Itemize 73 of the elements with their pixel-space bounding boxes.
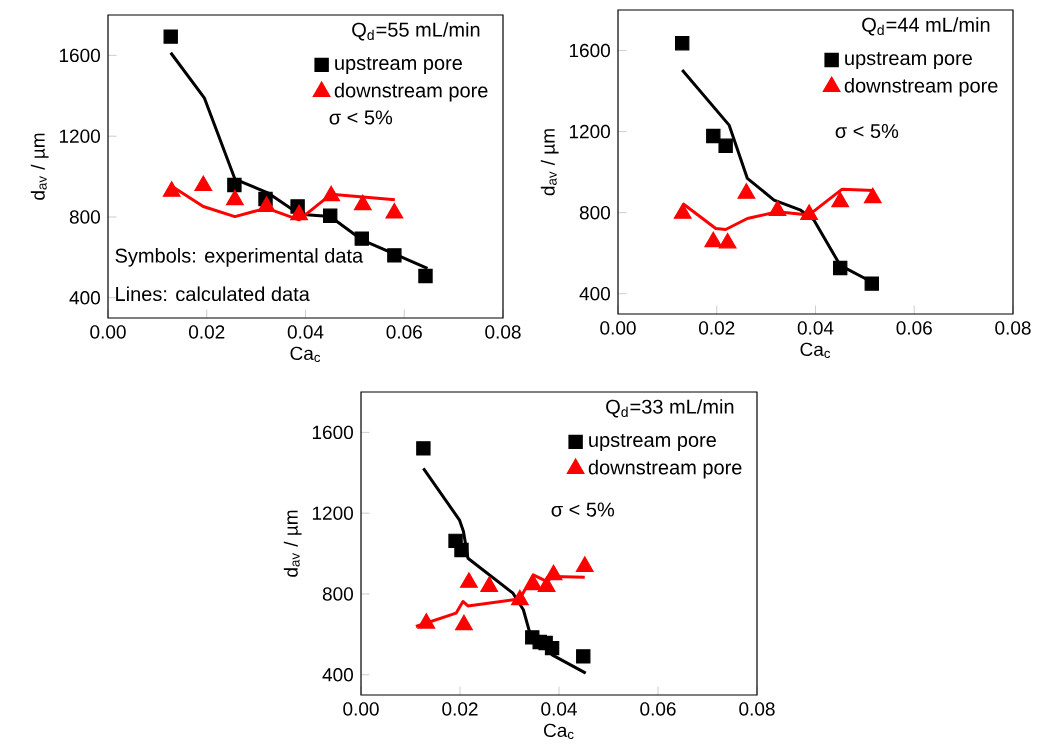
point [385,202,404,219]
y-tick-label: 1600 [59,48,100,63]
x-axis-title: Ca$_{c}$ [290,346,321,363]
legend-label: upstream pore [589,433,716,451]
x-tick-label: 0.00 [343,702,379,716]
x-tick-label: 0.06 [386,325,422,339]
annotation: Q$_{d}$=44 mL/min [862,17,990,36]
point [718,232,737,249]
y-tick-label: 400 [69,291,100,305]
y-axis-title: d$_{av}$ / µm [540,129,559,196]
y-tick-label: 800 [69,210,100,224]
x-axis-title: Ca$_{c}$ [544,723,574,740]
x-tick-label: 0.04 [797,321,834,335]
annotation: Q$_{d}$=33 mL/min [606,399,734,418]
point [737,183,756,199]
point [704,231,723,248]
point [194,175,213,192]
x-tick-label: 0.02 [442,702,478,716]
annotation: Q$_{d}$=55 mL/min [352,22,480,41]
point [863,187,882,204]
point [675,36,690,51]
point [800,204,818,220]
annotation: Lines: calculated data [116,286,310,302]
point [322,208,338,223]
x-tick-label: 0.08 [995,321,1031,335]
x-tick-label: 0.02 [699,321,735,335]
annotation: Symbols: experimental data [115,248,364,267]
y-tick-label: 400 [579,286,610,301]
x-tick-label: 0.04 [287,325,324,339]
y-axis-title: d$_{av}$ / µm [30,133,49,200]
point [322,185,341,202]
point [290,204,308,221]
legend-label: upstream pore [335,56,462,74]
x-tick-label: 0.04 [541,702,577,716]
point [353,194,372,211]
annotation: σ < 5% [835,124,899,139]
point [831,191,850,208]
line-series [421,466,588,675]
x-tick-label: 0.02 [189,325,225,339]
point [162,181,181,197]
point [387,248,402,263]
point [257,196,276,212]
legend-label: downstream pore [844,77,998,97]
point [673,203,692,219]
point [163,29,178,44]
x-tick-label: 0.08 [485,325,521,339]
y-tick-label: 800 [579,205,610,220]
x-axis-title: Ca$_{c}$ [800,342,831,359]
point [706,128,721,144]
y-tick-label: 1200 [312,506,353,520]
annotation: σ < 5% [551,502,615,517]
point [718,138,733,153]
x-tick-label: 0.00 [600,321,636,335]
y-tick-label: 400 [322,668,353,682]
point [418,268,433,284]
y-tick-label: 1200 [59,129,100,143]
y-tick-label: 800 [322,587,353,601]
y-tick-label: 1200 [569,124,610,139]
legend-label: upstream pore [845,52,972,70]
legend-label: downstream pore [334,82,488,102]
point [227,177,242,193]
point [768,200,787,217]
x-tick-label: 0.08 [739,702,775,716]
x-tick-label: 0.00 [90,325,126,339]
y-tick-label: 1600 [312,425,353,440]
x-tick-label: 0.06 [896,321,932,335]
point [354,231,369,246]
legend-label: downstream pore [588,459,742,479]
point [225,189,244,206]
annotation: σ < 5% [329,110,393,125]
y-tick-label: 1600 [569,43,610,58]
y-axis-title: d$_{av}$ / µm [283,510,302,577]
x-tick-label: 0.06 [640,702,676,716]
